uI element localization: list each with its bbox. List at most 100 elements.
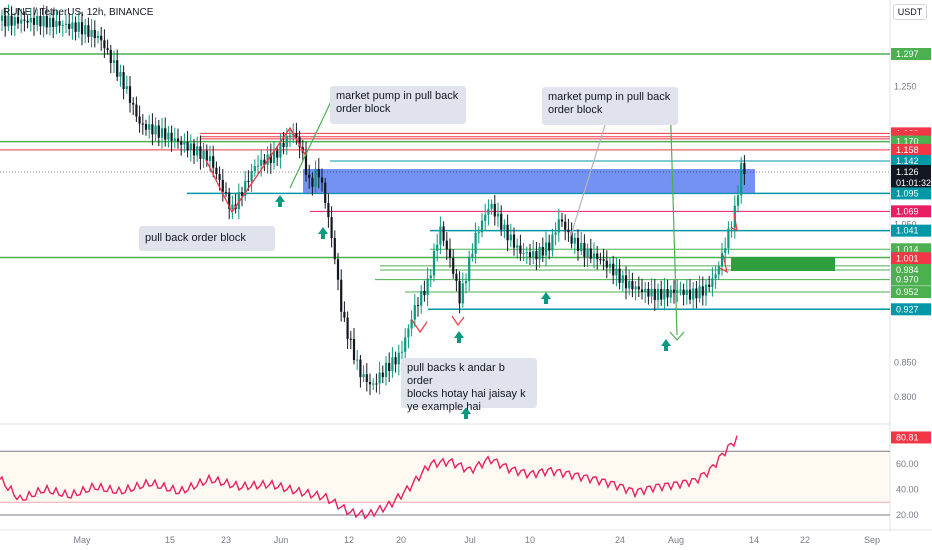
candle-body-223: [714, 274, 717, 279]
candle-body-162: [519, 245, 522, 254]
candle-body-5: [16, 17, 20, 24]
price-tick-3: 0.800: [894, 392, 917, 402]
candle-body-183: [586, 248, 589, 257]
candle-body-116: [372, 383, 375, 385]
candle-body-186: [596, 253, 599, 260]
up-arrow-5: [461, 407, 471, 414]
candle-body-122: [391, 357, 394, 371]
candle-body-172: [551, 234, 554, 251]
candle-body-150: [480, 220, 484, 233]
candle-body-174: [557, 219, 560, 233]
candle-body-41: [132, 102, 135, 105]
candle-body-29: [93, 29, 96, 39]
price-tag-8: 1.095: [896, 188, 919, 198]
price-tag-bg-14: [891, 263, 931, 276]
candle-body-47: [151, 124, 154, 135]
up-arrow-stem-3: [544, 299, 548, 304]
candle-body-70: [224, 191, 228, 193]
candle-body-14: [45, 15, 48, 28]
candle-body-78: [250, 171, 253, 182]
price-tag-17: 0.927: [896, 304, 919, 314]
time-tick-11: 22: [800, 535, 810, 545]
candle-body-206: [660, 288, 663, 300]
candle-body-51: [164, 128, 167, 140]
price-tick-2: 0.850: [894, 357, 917, 367]
price-tag-16: 0.952: [896, 287, 919, 297]
candle-body-23: [74, 22, 77, 32]
candle-body-114: [365, 374, 368, 382]
candle-body-39: [125, 86, 128, 90]
candle-body-207: [663, 289, 666, 300]
candle-body-105: [336, 259, 340, 280]
time-tick-8: 24: [615, 535, 625, 545]
candle-body-85: [272, 150, 276, 163]
candle-body-121: [388, 363, 391, 371]
candle-body-191: [612, 263, 615, 276]
currency-button[interactable]: USDT: [893, 4, 927, 20]
candle-body-106: [340, 279, 343, 312]
price-tag-0: 1.297: [896, 49, 919, 59]
candle-body-32: [103, 40, 106, 49]
price-tag-5: 1.158: [896, 145, 919, 155]
candle-body-36: [116, 60, 119, 77]
candle-body-90: [288, 135, 292, 137]
candle-body-143: [458, 280, 461, 304]
candle-body-110: [352, 338, 356, 360]
candle-body-64: [205, 150, 208, 161]
candle-body-60: [192, 143, 196, 156]
candle-body-117: [375, 383, 378, 385]
up-arrow-stem-1: [321, 234, 325, 239]
candle-body-123: [394, 357, 397, 365]
candle-body-109: [349, 338, 352, 340]
candle-body-12: [39, 16, 42, 27]
green-order-block-zone: [731, 257, 835, 271]
candle-body-141: [452, 258, 455, 274]
price-tag-bg-5: [891, 143, 931, 156]
up-arrow-2: [454, 331, 464, 338]
candle-body-22: [71, 22, 74, 29]
candle-body-62: [199, 146, 202, 159]
candle-body-99: [317, 169, 320, 178]
candle-body-61: [196, 146, 199, 156]
candle-body-112: [359, 359, 362, 378]
candle-body-177: [567, 229, 570, 233]
candle-body-199: [637, 286, 640, 290]
up-arrow-stem-5: [464, 414, 468, 419]
candle-body-74: [237, 192, 240, 210]
candle-body-217: [695, 288, 698, 299]
candle-body-219: [701, 286, 704, 296]
up-arrow-stem-4: [664, 346, 668, 351]
price-tag-11: 1.014: [896, 244, 919, 254]
candle-body-55: [176, 138, 180, 142]
candle-body-210: [672, 289, 676, 293]
countdown-timer: 01:01:32: [896, 178, 931, 188]
up-arrow-1: [318, 227, 328, 234]
candle-body-76: [244, 181, 247, 196]
candle-body-21: [68, 23, 71, 29]
candle-body-40: [128, 86, 132, 103]
candle-body-185: [592, 253, 596, 259]
time-tick-5: 20: [396, 535, 406, 545]
arrow-down-2: [719, 254, 728, 274]
candle-body-86: [276, 150, 279, 158]
candle-body-173: [554, 232, 557, 235]
candle-body-200: [640, 289, 644, 293]
candle-body-75: [240, 192, 244, 196]
candle-body-25: [80, 22, 84, 35]
annotation-note-4: pull backs k andar b order blocks hotay …: [401, 358, 537, 413]
up-arrow-stem-0: [278, 202, 282, 207]
candle-body-195: [624, 275, 628, 289]
candle-body-3: [10, 15, 13, 26]
candle-body-17: [55, 21, 58, 27]
candle-body-58: [186, 141, 189, 151]
annotation-note-1: market pump in pull back order block: [330, 86, 466, 124]
candle-body-218: [698, 286, 701, 299]
candle-body-4: [13, 17, 16, 26]
candle-body-139: [445, 240, 448, 250]
candle-body-142: [455, 273, 458, 281]
price-tag-10: 1.041: [896, 226, 919, 236]
rsi-tick-2: 20.00: [896, 510, 919, 520]
price-tag-bg-10: [891, 224, 931, 237]
candle-body-50: [160, 128, 164, 138]
